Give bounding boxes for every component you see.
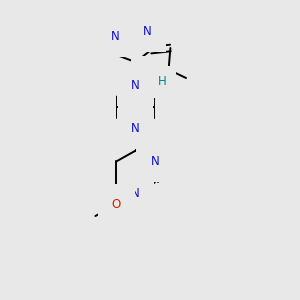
- Text: N: N: [131, 122, 140, 135]
- Text: N: N: [111, 30, 120, 43]
- Text: O: O: [112, 198, 121, 211]
- Text: N: N: [145, 70, 154, 83]
- Text: N: N: [142, 25, 152, 38]
- Text: N: N: [150, 155, 159, 168]
- Text: N: N: [131, 79, 140, 92]
- Text: H: H: [158, 75, 167, 88]
- Text: N: N: [131, 187, 140, 200]
